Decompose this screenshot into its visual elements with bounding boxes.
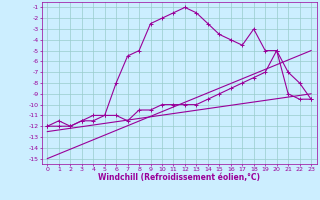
- X-axis label: Windchill (Refroidissement éolien,°C): Windchill (Refroidissement éolien,°C): [98, 173, 260, 182]
